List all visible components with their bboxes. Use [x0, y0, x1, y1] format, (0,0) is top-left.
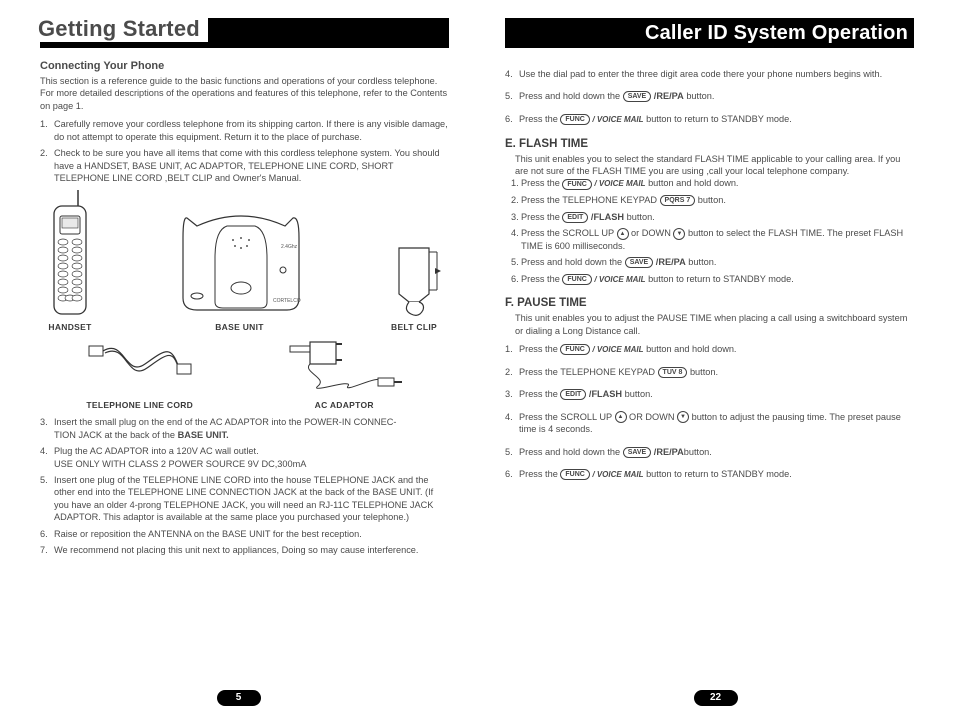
scroll-up-icon: ▲	[615, 411, 627, 423]
step-3: 3. Insert the small plug on the end of t…	[40, 416, 449, 441]
belt-clip-icon	[379, 238, 449, 318]
base-unit-icon: 2.4Ghz CORTELCO	[175, 208, 305, 318]
step-6: 6. Raise or reposition the ANTENNA on th…	[40, 528, 449, 540]
section-e-heading: E. FLASH TIME	[505, 138, 914, 150]
diagram-base: 2.4Ghz CORTELCO BASE UNIT	[175, 208, 305, 332]
f-step-6: 6.Press the FUNC / VOICE MAIL button to …	[505, 468, 914, 481]
edit-button-icon: EDIT	[562, 212, 588, 223]
section-e-intro: This unit enables you to select the stan…	[515, 153, 914, 178]
step-2: 2. Check to be sure you have all items t…	[40, 147, 449, 184]
e-step-5: 5.Press and hold down the SAVE /RE/PA bu…	[511, 256, 914, 268]
save-button-icon: SAVE	[625, 257, 654, 268]
save-button-icon: SAVE	[623, 91, 652, 102]
step-7: 7. We recommend not placing this unit ne…	[40, 544, 449, 556]
scroll-up-icon: ▲	[617, 228, 629, 240]
svg-text:2.4Ghz: 2.4Ghz	[281, 244, 298, 250]
section-f-heading: F. PAUSE TIME	[505, 297, 914, 309]
section-f-intro: This unit enables you to adjust the PAUS…	[515, 312, 914, 337]
e-step-4: 4.Press the SCROLL UP ▲ or DOWN ▼ button…	[511, 227, 914, 252]
diagram-ac-adaptor: AC ADAPTOR	[284, 338, 404, 410]
page-caller-id: Caller ID System Operation 4. Use the di…	[477, 0, 954, 724]
scroll-down-icon: ▼	[677, 411, 689, 423]
e-step-1: 1.Press the FUNC / VOICE MAIL button and…	[511, 177, 914, 190]
r-step-6: 6. Press the FUNC / VOICE MAIL button to…	[505, 113, 914, 126]
ac-adaptor-icon	[284, 338, 404, 396]
step-1: 1. Carefully remove your cordless teleph…	[40, 118, 449, 143]
diagram-row-2: TELEPHONE LINE CORD AC ADAPTOR	[40, 338, 449, 410]
scroll-down-icon: ▼	[673, 228, 685, 240]
r-step-5: 5. Press and hold down the SAVE /RE/PA b…	[505, 90, 914, 102]
page-title: Caller ID System Operation	[639, 22, 914, 45]
handset-icon	[40, 188, 100, 318]
step-4: 4. Plug the AC ADAPTOR into a 120V AC wa…	[40, 445, 449, 470]
manual-spread: Getting Started Connecting Your Phone Th…	[0, 0, 954, 724]
page-title: Getting Started	[32, 16, 208, 42]
func-button-icon: FUNC	[562, 274, 591, 285]
r-step-4: 4. Use the dial pad to enter the three d…	[505, 68, 914, 80]
f-step-5: 5.Press and hold down the SAVE /RE/PAbut…	[505, 446, 914, 458]
func-button-icon: FUNC	[560, 114, 589, 125]
diagram-belt-clip: BELT CLIP	[379, 238, 449, 332]
intro-text: This section is a reference guide to the…	[40, 75, 449, 112]
line-cord-icon	[85, 338, 195, 396]
diagram-row-1: HANDSET 2.4Ghz CORTELCO BASE UNIT	[40, 188, 449, 332]
title-bar-left: Getting Started	[40, 18, 449, 48]
f-step-1: 1.Press the FUNC / VOICE MAIL button and…	[505, 343, 914, 356]
svg-text:CORTELCO: CORTELCO	[273, 298, 301, 304]
step-5: 5. Insert one plug of the TELEPHONE LINE…	[40, 474, 449, 524]
save-button-icon: SAVE	[623, 447, 652, 458]
keypad-8-icon: TUV 8	[658, 367, 688, 378]
e-step-3: 3.Press the EDIT /FLASH button.	[511, 211, 914, 223]
f-step-4: 4.Press the SCROLL UP ▲ OR DOWN ▼ button…	[505, 411, 914, 436]
f-step-2: 2.Press the TELEPHONE KEYPAD TUV 8 butto…	[505, 366, 914, 378]
page-number-left: 5	[217, 690, 261, 706]
diagram-line-cord: TELEPHONE LINE CORD	[85, 338, 195, 410]
page-getting-started: Getting Started Connecting Your Phone Th…	[0, 0, 477, 724]
func-button-icon: FUNC	[562, 179, 591, 190]
title-bar-right: Caller ID System Operation	[505, 18, 914, 48]
e-step-2: 2.Press the TELEPHONE KEYPAD PQRS 7 butt…	[511, 194, 914, 206]
edit-button-icon: EDIT	[560, 389, 586, 400]
e-step-6: 6.Press the FUNC / VOICE MAIL button to …	[511, 273, 914, 286]
section-subhead: Connecting Your Phone	[40, 60, 449, 72]
func-button-icon: FUNC	[560, 469, 589, 480]
keypad-7-icon: PQRS 7	[660, 195, 696, 206]
f-step-3: 3.Press the EDIT /FLASH button.	[505, 388, 914, 400]
page-number-right: 22	[694, 690, 738, 706]
func-button-icon: FUNC	[560, 344, 589, 355]
diagram-handset: HANDSET	[40, 188, 100, 332]
